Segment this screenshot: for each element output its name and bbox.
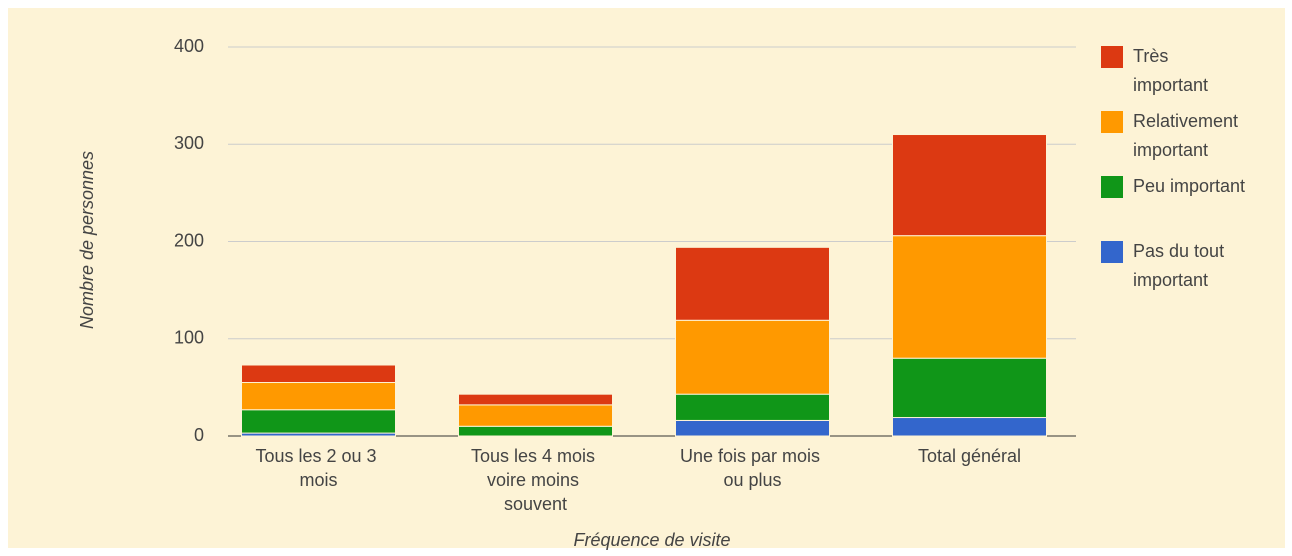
bar-segment — [675, 246, 830, 321]
x-tick-label: Tous les 2 ou 3 mois — [255, 446, 381, 490]
legend-swatch — [1101, 241, 1123, 263]
legend-label: Relativement important — [1133, 111, 1243, 160]
bar-segment — [241, 382, 396, 411]
x-axis-title: Fréquence de visite — [573, 530, 730, 550]
bar-segment — [241, 409, 396, 434]
bar-segment — [892, 357, 1047, 419]
x-tick-label: Total général — [918, 446, 1021, 466]
y-tick-label: 200 — [174, 230, 204, 250]
bar-segment — [675, 393, 830, 421]
legend-swatch — [1101, 46, 1123, 68]
legend-label: Peu important — [1133, 176, 1245, 196]
bar-segment — [458, 393, 613, 406]
bar-segment — [675, 419, 830, 437]
bar-segment — [675, 319, 830, 395]
bar-segment — [458, 404, 613, 427]
y-axis-title: Nombre de personnes — [77, 151, 97, 329]
x-tick-label: Tous les 4 mois voire moins souvent — [471, 446, 600, 514]
y-tick-label: 0 — [194, 425, 204, 445]
bar-segment — [892, 417, 1047, 437]
bar-segment — [241, 364, 396, 384]
x-tick-label: Une fois par mois ou plus — [680, 446, 825, 490]
legend-swatch — [1101, 176, 1123, 198]
y-tick-label: 400 — [174, 36, 204, 56]
bar-segment — [892, 235, 1047, 359]
chart-background — [8, 8, 1285, 548]
legend-swatch — [1101, 111, 1123, 133]
legend-label: Pas du tout important — [1133, 241, 1229, 290]
bar-segment — [458, 425, 613, 437]
legend-label: Très important — [1133, 46, 1208, 95]
y-tick-label: 100 — [174, 328, 204, 348]
y-tick-label: 300 — [174, 133, 204, 153]
bar-segment — [892, 134, 1047, 237]
